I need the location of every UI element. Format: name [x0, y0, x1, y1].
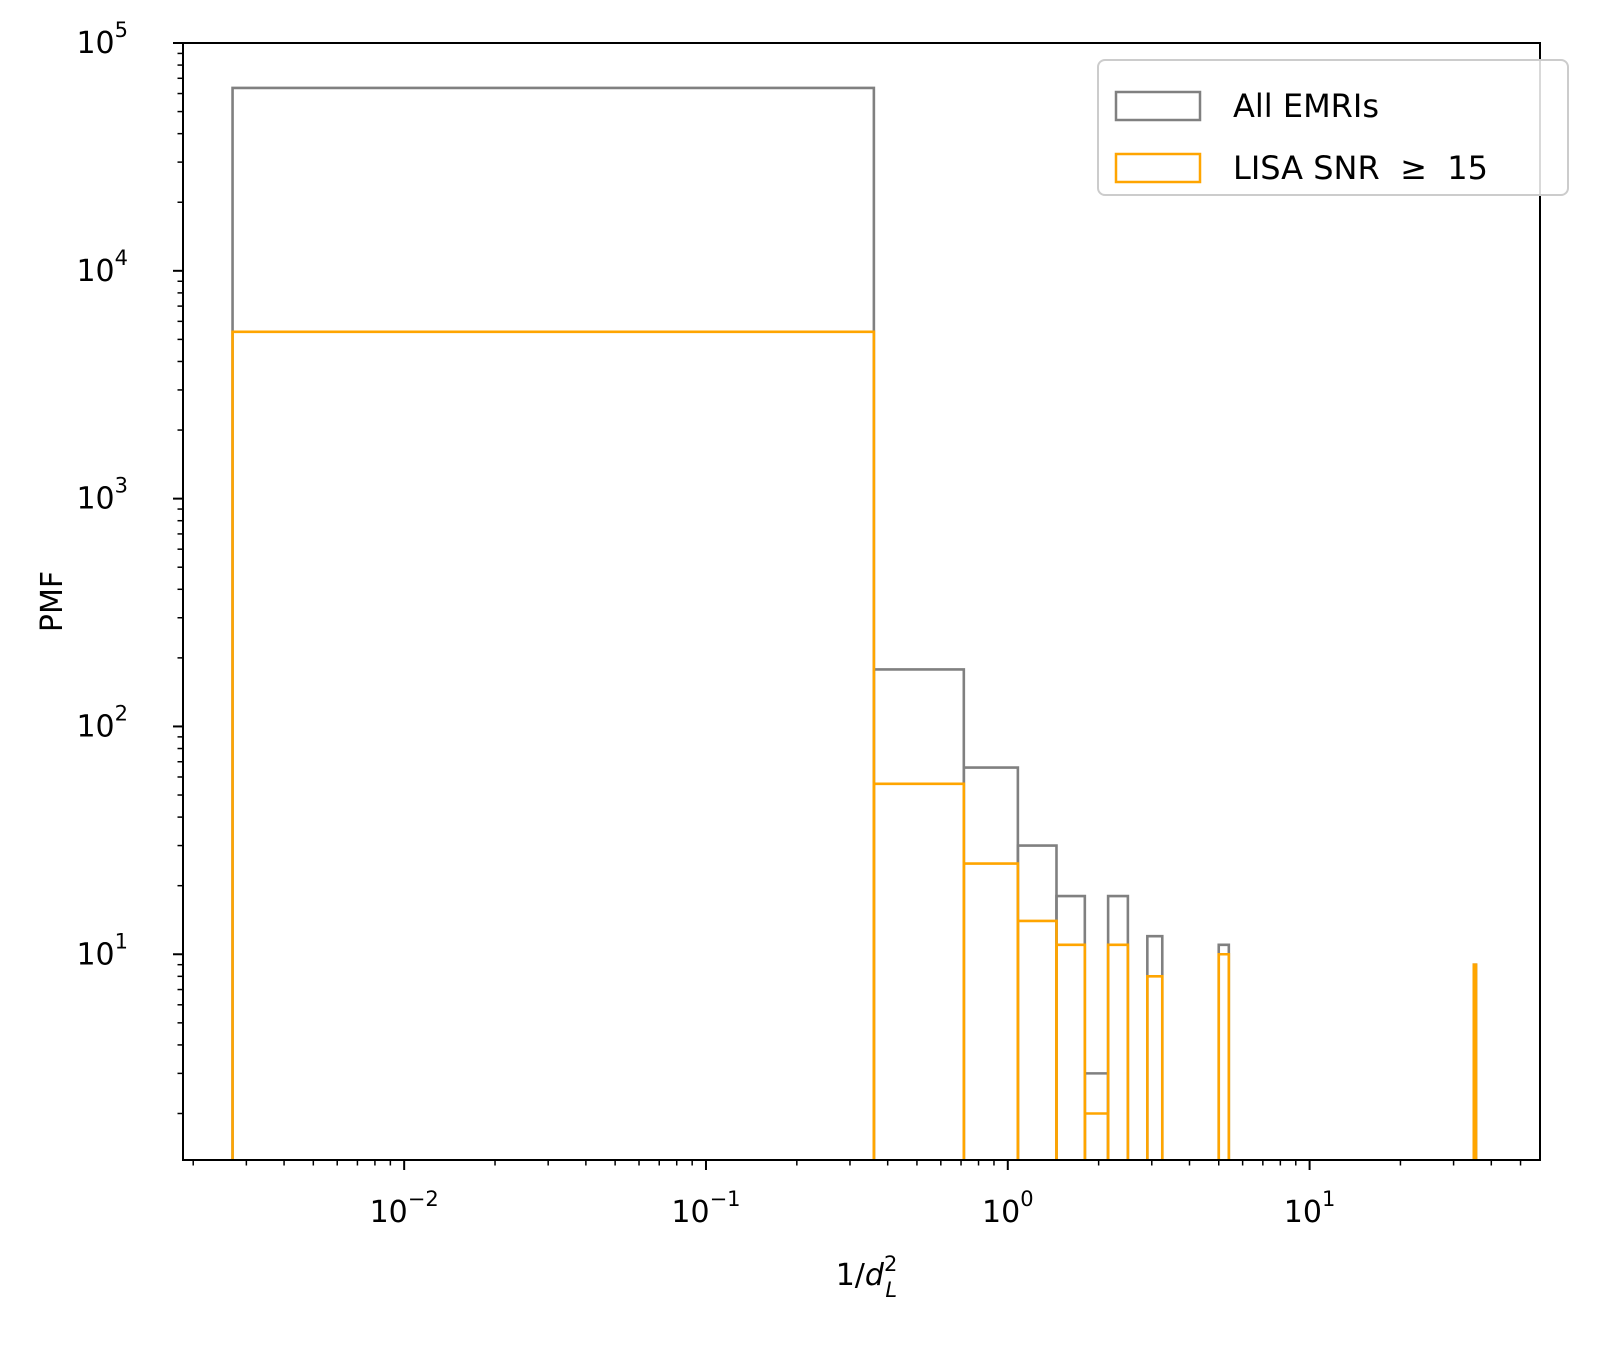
- x-axis-label-sup: 2: [884, 1252, 897, 1276]
- histogram-bar-s1-b4: [1055, 943, 1087, 1160]
- legend-label-all-emris: All EMRIs: [1233, 87, 1379, 125]
- histogram-bar-s1-b0: [231, 330, 876, 1160]
- plot-frame: [182, 42, 1541, 1161]
- y-axis-ticks: 101 102 103 104 105: [76, 18, 183, 1115]
- x-axis-label-sub: L: [885, 1278, 897, 1302]
- x-axis-label: 1/d2 L: [836, 1252, 898, 1302]
- y-tick-label-3: 104: [76, 246, 128, 289]
- x-axis-ticks: 10−2 10−1 100 101: [192, 1160, 1522, 1230]
- histogram-bars: [231, 86, 1478, 1160]
- histogram-bar-s1-b7: [1146, 975, 1164, 1160]
- legend-swatch-all-emris: [1114, 90, 1202, 122]
- histogram-bar-s1-b8: [1217, 952, 1231, 1160]
- legend-label-lisa-snr: LISA SNR ≥ 15: [1233, 149, 1488, 187]
- y-tick-label-4: 105: [76, 18, 128, 61]
- x-axis-label-base: 1/: [836, 1258, 866, 1293]
- histogram-bar-s1-b9: [1472, 963, 1478, 1160]
- x-axis-label-var: d: [865, 1258, 885, 1293]
- y-tick-label-0: 101: [76, 929, 128, 972]
- legend: All EMRIs LISA SNR ≥ 15: [1097, 59, 1569, 196]
- legend-box: [1097, 59, 1569, 196]
- histogram-bar-s1-b6: [1106, 943, 1130, 1160]
- y-tick-label-1: 102: [76, 701, 128, 744]
- y-tick-label-2: 103: [76, 474, 128, 517]
- x-tick-label-1: 10−1: [671, 1187, 740, 1230]
- x-tick-label-2: 100: [982, 1187, 1034, 1230]
- legend-swatch-lisa-snr: [1114, 152, 1202, 184]
- x-tick-label-0: 10−2: [370, 1187, 439, 1230]
- y-axis-label: PMF: [35, 571, 70, 632]
- x-tick-label-3: 101: [1284, 1187, 1336, 1230]
